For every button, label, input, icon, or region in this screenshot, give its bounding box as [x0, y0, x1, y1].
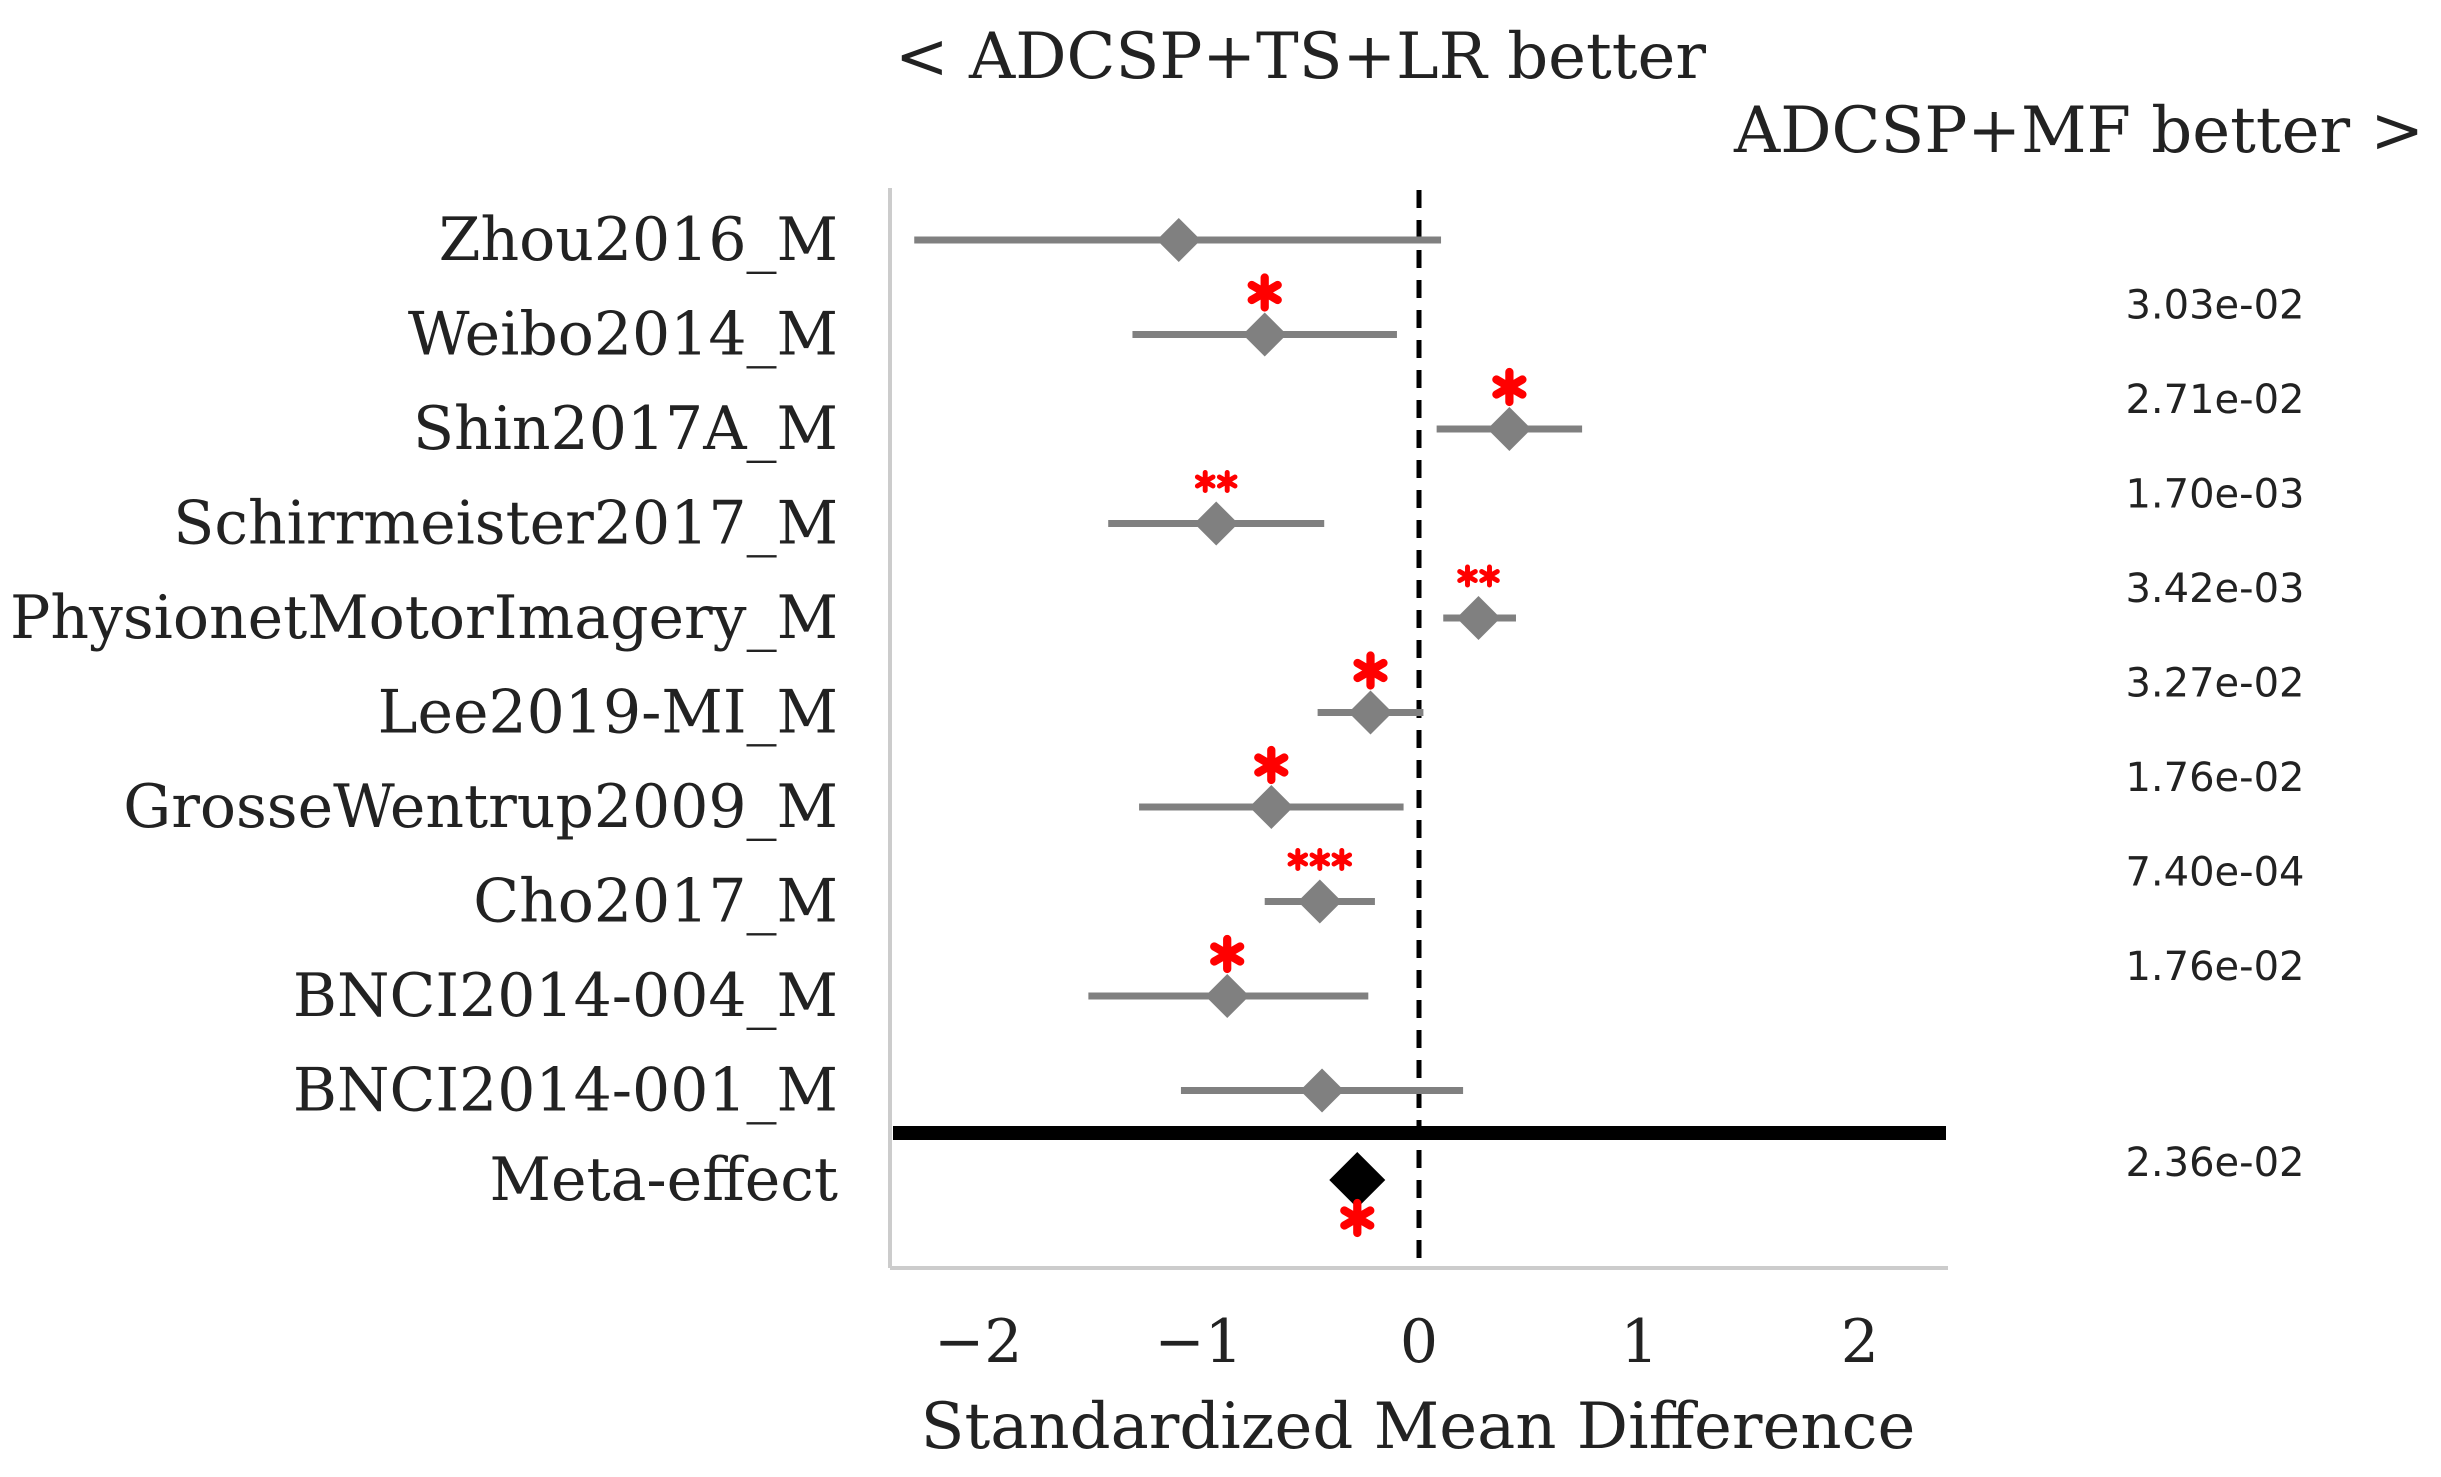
- significance-star-0: [1247, 273, 1282, 312]
- meta-label: Meta-effect: [490, 1145, 838, 1215]
- row-label: Cho2017_M: [473, 867, 838, 937]
- row-label: Zhou2016_M: [439, 205, 838, 275]
- x-tick-label: 1: [1620, 1307, 1658, 1377]
- significance-star-0: [1194, 470, 1216, 493]
- effect-marker: [1487, 407, 1532, 451]
- significance-star-0: [1492, 367, 1527, 407]
- significance-star-0: [1457, 564, 1478, 588]
- p-value: 1.76e-02: [2125, 944, 2304, 990]
- p-value: 7.40e-04: [2125, 850, 2304, 896]
- row-label: GrosseWentrup2009_M: [123, 772, 838, 842]
- x-tick-label: −2: [934, 1307, 1022, 1377]
- title-left: < ADCSP+TS+LR better: [895, 20, 1706, 94]
- effect-marker: [1249, 785, 1294, 829]
- p-value: 1.76e-02: [2125, 755, 2304, 801]
- p-value: 3.03e-02: [2125, 283, 2304, 329]
- effect-marker: [1242, 312, 1287, 357]
- significance-star-1: [1216, 470, 1238, 493]
- row-label: Schirrmeister2017_M: [173, 489, 838, 559]
- x-axis-label: Standardized Mean Difference: [921, 1390, 1916, 1464]
- p-value: 2.71e-02: [2125, 377, 2304, 423]
- effect-marker: [1348, 690, 1393, 735]
- meta-significance-star-0: [1340, 1198, 1375, 1238]
- plot-area: −2 −1 0 1 2 Zhou2016_M Weibo2014_M 3.03e-02 Shin…: [10, 188, 2305, 1377]
- effect-marker: [1297, 879, 1342, 924]
- significance-star-1: [1309, 848, 1331, 871]
- x-tick-label: 0: [1400, 1307, 1438, 1377]
- significance-star-1: [1479, 564, 1500, 588]
- effect-marker: [1205, 974, 1250, 1018]
- effect-marker: [1300, 1068, 1345, 1113]
- significance-star-0: [1210, 934, 1245, 974]
- title-right: ADCSP+MF better >: [1733, 94, 2424, 168]
- row-label: PhysionetMotorImagery_M: [10, 583, 838, 653]
- significance-star-0: [1287, 848, 1309, 871]
- meta-effect-marker: [1329, 1152, 1386, 1208]
- p-value: 3.42e-03: [2125, 566, 2304, 612]
- significance-star-0: [1353, 651, 1388, 690]
- significance-star-0: [1254, 745, 1289, 785]
- meta-p-value: 2.36e-02: [2125, 1140, 2304, 1186]
- x-tick-label: 2: [1841, 1307, 1879, 1377]
- row-label: BNCI2014-004_M: [293, 961, 838, 1031]
- row-label: Shin2017A_M: [413, 394, 838, 464]
- significance-star-2: [1331, 848, 1353, 871]
- effect-marker: [1156, 218, 1201, 262]
- row-label: Weibo2014_M: [408, 300, 838, 370]
- row-label: Lee2019-MI_M: [378, 678, 838, 748]
- p-value: 1.70e-03: [2125, 472, 2304, 518]
- x-tick-label: −1: [1154, 1307, 1242, 1377]
- p-value: 3.27e-02: [2125, 661, 2304, 707]
- effect-marker: [1194, 501, 1239, 546]
- effect-marker: [1456, 596, 1501, 640]
- row-label: BNCI2014-001_M: [293, 1056, 838, 1126]
